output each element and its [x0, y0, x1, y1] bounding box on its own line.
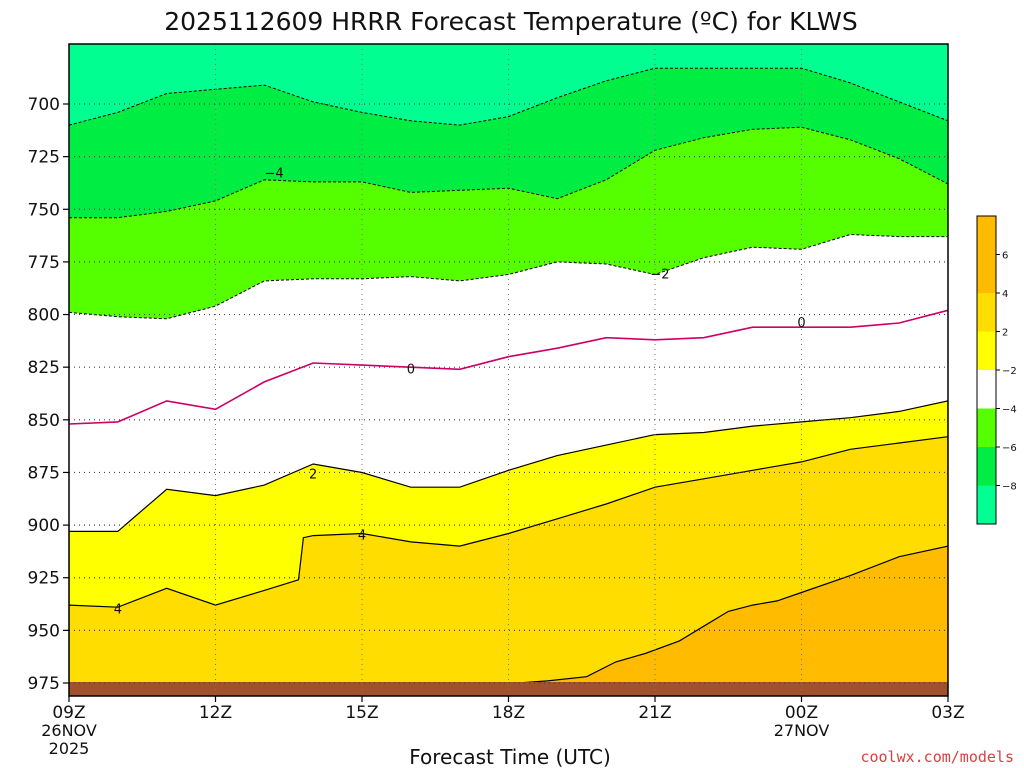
- contour-label: 4: [358, 529, 366, 544]
- y-tick-label: 875: [28, 463, 60, 483]
- y-tick-label: 725: [28, 148, 60, 168]
- x-tick-label: 09Z: [52, 703, 85, 723]
- band-gt-6: [517, 545, 948, 696]
- colorbar-tick-label: 4: [1002, 289, 1008, 300]
- colorbar-tick-label: −4: [1002, 405, 1017, 416]
- x-date-label: 2025: [49, 739, 90, 758]
- contour-label: 0: [797, 316, 805, 331]
- y-tick-label: 700: [28, 95, 60, 115]
- colorbar-segment: [977, 485, 996, 525]
- x-date-label: 26NOV: [41, 721, 97, 740]
- grid-lines: [69, 44, 948, 696]
- colorbar-segment: [977, 370, 996, 409]
- y-tick-label: 750: [28, 200, 60, 220]
- y-tick-label: 775: [28, 253, 60, 273]
- y-tick-label: 850: [28, 411, 60, 431]
- colorbar-segment: [977, 216, 996, 255]
- contour-label: 2: [309, 468, 317, 483]
- x-tick-label: 03Z: [931, 703, 964, 723]
- y-tick-label: 950: [28, 621, 60, 641]
- x-tick-label: 18Z: [492, 703, 525, 723]
- colorbar-segment: [977, 254, 996, 294]
- plot-area: [69, 44, 948, 696]
- y-tick-label: 900: [28, 516, 60, 536]
- plot-fill: [69, 44, 948, 696]
- contour-labels: −4 −2 0 0 2 4 4: [114, 166, 806, 617]
- y-tick-label: 975: [28, 674, 60, 694]
- contour-label: 4: [114, 602, 122, 617]
- x-tick-label: 00Z: [785, 703, 818, 723]
- colorbar-tick-label: −8: [1002, 482, 1017, 493]
- x-tick-label: 15Z: [345, 703, 378, 723]
- x-tick-label: 12Z: [199, 703, 232, 723]
- colorbar-segment: [977, 331, 996, 371]
- contour-label: −2: [650, 268, 669, 283]
- colorbar-segment: [977, 293, 996, 332]
- x-axis-label: Forecast Time (UTC): [409, 745, 611, 768]
- contour-label: −4: [265, 166, 284, 181]
- contour-label: 0: [407, 362, 415, 377]
- x-date-label: 27NOV: [774, 721, 830, 740]
- colorbar: 6 4 2 −2 −4 −6 −8: [976, 215, 1017, 525]
- colorbar-tick-label: 6: [1002, 251, 1008, 262]
- credit-link[interactable]: coolwx.com/models: [860, 748, 1014, 766]
- y-tick-label: 825: [28, 358, 60, 378]
- y-tick-label: 925: [28, 569, 60, 589]
- colorbar-tick-label: −6: [1002, 443, 1017, 454]
- contour-0: [68, 309, 949, 425]
- colorbar-segment: [977, 447, 996, 486]
- colorbar-segment: [977, 408, 996, 448]
- axes: 700 725 750 775 800 825 850 875 900 925 950 975 09Z 1…: [28, 43, 965, 758]
- y-tick-label: 800: [28, 306, 60, 326]
- x-tick-label: 21Z: [638, 703, 671, 723]
- contour-lines: [68, 309, 949, 425]
- chart-title: 2025112609 HRRR Forecast Temperature (ºC…: [164, 7, 858, 36]
- colorbar-tick-label: 2: [1002, 328, 1008, 339]
- colorbar-tick-label: −2: [1002, 366, 1017, 377]
